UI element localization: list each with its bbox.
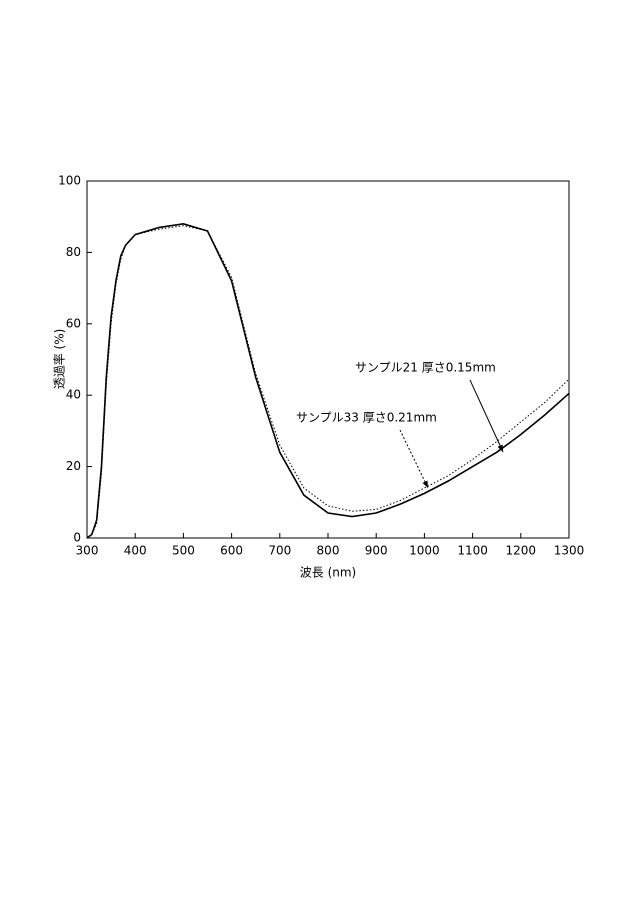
- series-line: [87, 224, 569, 538]
- y-tick-label: 0: [73, 531, 81, 545]
- x-axis-label: 波長 (nm): [300, 566, 356, 580]
- annotation: サンプル21 厚さ0.15mm: [355, 361, 496, 375]
- plot-frame: [87, 181, 569, 538]
- y-axis-label: 透過率 (%): [52, 329, 67, 390]
- x-tick-label: 1000: [409, 544, 440, 558]
- x-tick-label: 300: [76, 544, 99, 558]
- x-tick-label: 700: [268, 544, 291, 558]
- x-tick-label: 600: [220, 544, 243, 558]
- x-tick-label: 900: [365, 544, 388, 558]
- x-tick-label: 1200: [506, 544, 537, 558]
- x-tick-label: 500: [172, 544, 195, 558]
- annotation: サンプル33 厚さ0.21mm: [296, 411, 437, 425]
- series-line: [87, 226, 569, 538]
- x-tick-label: 800: [317, 544, 340, 558]
- x-tick-label: 1100: [457, 544, 488, 558]
- y-tick-label: 20: [66, 459, 81, 473]
- y-tick-label: 100: [58, 174, 81, 188]
- y-tick-label: 60: [66, 316, 81, 330]
- x-tick-label: 400: [124, 544, 147, 558]
- x-tick-label: 1300: [554, 544, 585, 558]
- arrow: [470, 380, 503, 452]
- arrow: [400, 430, 428, 488]
- y-tick-label: 40: [66, 388, 81, 402]
- y-tick-label: 80: [66, 245, 81, 259]
